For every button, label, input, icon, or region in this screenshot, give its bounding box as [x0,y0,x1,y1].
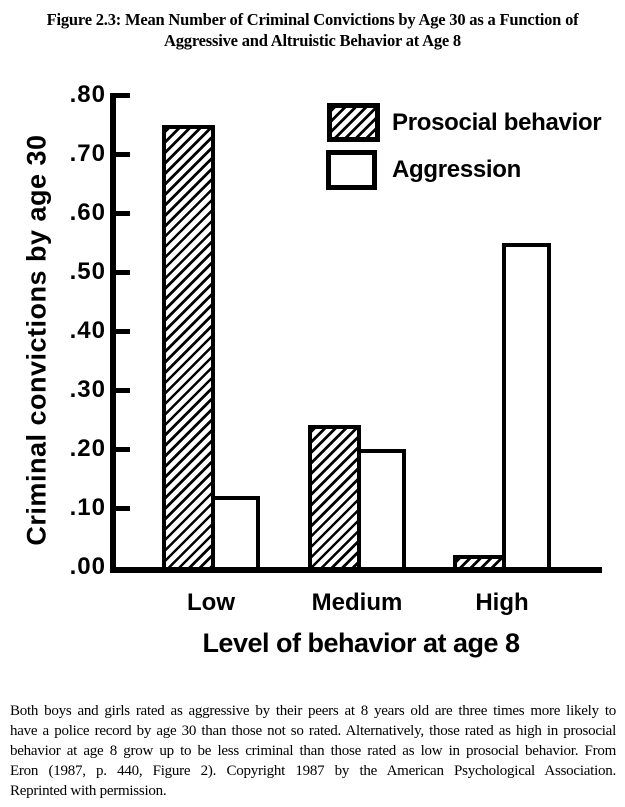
y-tick-label-00: .00 [69,553,106,580]
figure-title-line2: Aggressive and Altruistic Behavior at Ag… [164,31,461,50]
y-tick-label-10: .10 [69,494,106,521]
y-tick-label-30: .30 [69,376,106,403]
category-label-medium: Medium [311,589,403,616]
y-tick-20 [116,447,130,452]
x-axis-line [110,567,602,573]
caption-line-3: behavior at age 8 grow up to be less cri… [10,743,616,759]
y-tick-50 [116,270,130,275]
caption-line-4: Eron (1987, p. 440, Figure 2). Copyright… [10,763,616,779]
bar-prosocial-behavior-low [162,125,215,571]
y-tick-30 [116,388,130,393]
figure-title-line1: Figure 2.3: Mean Number of Criminal Conv… [46,10,579,29]
y-tick-label-70: .70 [69,140,106,167]
y-tick-label-80: .80 [69,81,106,108]
y-tick-80 [116,93,130,98]
category-label-low: Low [187,589,235,616]
caption-line-1: Both boys and girls rated as aggressive … [10,703,616,719]
y-tick-40 [116,329,130,334]
figure-caption: Both boys and girls rated as aggressive … [10,701,616,801]
y-tick-label-50: .50 [69,258,106,285]
y-tick-10 [116,506,130,511]
y-tick-label-40: .40 [69,317,106,344]
figure-title: Figure 2.3: Mean Number of Criminal Conv… [0,9,625,51]
legend-swatch-aggression [326,150,377,190]
legend-label-prosocial-behavior: Prosocial behavior [392,108,602,136]
bar-aggression-low [211,496,260,571]
caption-line-2: have a police record by age 30 than thos… [10,723,616,739]
y-tick-label-20: .20 [69,435,106,462]
bar-prosocial-behavior-medium [308,425,361,571]
x-axis-title: Level of behavior at age 8 [202,628,520,658]
y-tick-70 [116,152,130,157]
category-label-high: High [475,589,529,616]
bar-aggression-medium [357,449,406,571]
y-tick-60 [116,211,130,216]
caption-line-5: Reprinted with permission. [10,783,167,799]
y-axis-line [110,93,116,573]
legend-label-aggression: Aggression [392,156,522,183]
bar-aggression-high [502,243,551,571]
y-tick-label-60: .60 [69,199,106,226]
legend-swatch-prosocial-behavior [327,103,380,142]
y-axis-title: Criminal convictions by age 30 [21,134,52,546]
